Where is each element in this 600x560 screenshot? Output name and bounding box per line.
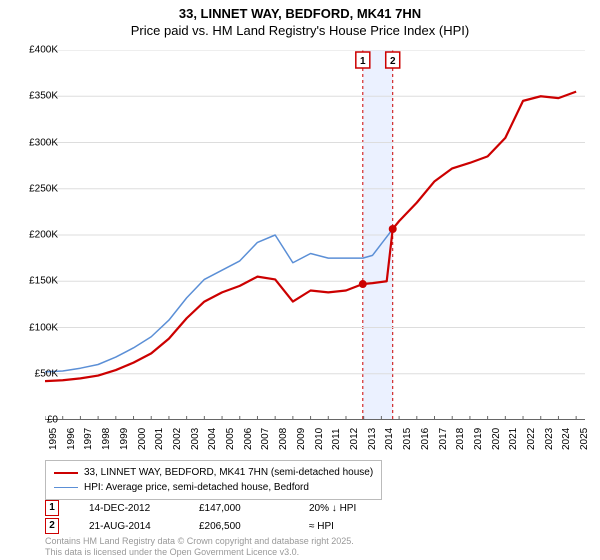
x-tick-label: 1997 bbox=[83, 428, 94, 450]
x-tick-label: 2014 bbox=[384, 428, 395, 450]
y-tick-label: £400K bbox=[29, 45, 58, 56]
transaction-row: 1 14-DEC-2012 £147,000 20% ↓ HPI bbox=[45, 500, 389, 516]
title-subtitle: Price paid vs. HM Land Registry's House … bbox=[0, 23, 600, 40]
x-tick-label: 2018 bbox=[455, 428, 466, 450]
x-tick-label: 1998 bbox=[101, 428, 112, 450]
chart-area: 12 bbox=[45, 50, 585, 420]
x-tick-label: 2022 bbox=[526, 428, 537, 450]
x-tick-label: 2015 bbox=[402, 428, 413, 450]
x-tick-label: 2002 bbox=[172, 428, 183, 450]
title-address: 33, LINNET WAY, BEDFORD, MK41 7HN bbox=[0, 6, 600, 23]
x-tick-label: 2004 bbox=[207, 428, 218, 450]
transaction-date: 21-AUG-2014 bbox=[89, 521, 169, 532]
svg-text:2: 2 bbox=[390, 56, 396, 67]
line-chart-svg: 12 bbox=[45, 50, 585, 420]
x-tick-label: 2000 bbox=[137, 428, 148, 450]
x-tick-label: 2020 bbox=[491, 428, 502, 450]
y-tick-label: £200K bbox=[29, 230, 58, 241]
x-tick-label: 2011 bbox=[331, 428, 342, 450]
x-tick-label: 2009 bbox=[296, 428, 307, 450]
x-tick-label: 2012 bbox=[349, 428, 360, 450]
transaction-price: £147,000 bbox=[199, 503, 279, 514]
x-tick-label: 2001 bbox=[154, 428, 165, 450]
y-tick-label: £50K bbox=[35, 368, 58, 379]
x-tick-label: 2016 bbox=[420, 428, 431, 450]
x-tick-label: 2021 bbox=[508, 428, 519, 450]
y-tick-label: £100K bbox=[29, 322, 58, 333]
footer-attribution: Contains HM Land Registry data © Crown c… bbox=[45, 536, 354, 558]
transaction-delta: ≈ HPI bbox=[309, 521, 389, 532]
x-tick-label: 2010 bbox=[314, 428, 325, 450]
transaction-marker: 2 bbox=[45, 518, 59, 534]
transactions-table: 1 14-DEC-2012 £147,000 20% ↓ HPI 2 21-AU… bbox=[45, 500, 389, 536]
x-tick-label: 2007 bbox=[260, 428, 271, 450]
legend-item-property: 33, LINNET WAY, BEDFORD, MK41 7HN (semi-… bbox=[54, 465, 373, 480]
legend-item-hpi: HPI: Average price, semi-detached house,… bbox=[54, 480, 373, 495]
legend-label: HPI: Average price, semi-detached house,… bbox=[84, 480, 309, 495]
y-tick-label: £250K bbox=[29, 183, 58, 194]
y-tick-label: £0 bbox=[47, 415, 58, 426]
transaction-price: £206,500 bbox=[199, 521, 279, 532]
footer-line: This data is licensed under the Open Gov… bbox=[45, 547, 354, 558]
x-tick-label: 1995 bbox=[48, 428, 59, 450]
footer-line: Contains HM Land Registry data © Crown c… bbox=[45, 536, 354, 547]
x-tick-label: 2025 bbox=[579, 428, 590, 450]
x-tick-label: 2013 bbox=[367, 428, 378, 450]
transaction-marker: 1 bbox=[45, 500, 59, 516]
transaction-date: 14-DEC-2012 bbox=[89, 503, 169, 514]
x-tick-label: 2005 bbox=[225, 428, 236, 450]
legend: 33, LINNET WAY, BEDFORD, MK41 7HN (semi-… bbox=[45, 460, 382, 500]
legend-swatch bbox=[54, 472, 78, 474]
legend-swatch bbox=[54, 487, 78, 488]
transaction-row: 2 21-AUG-2014 £206,500 ≈ HPI bbox=[45, 518, 389, 534]
x-tick-label: 1996 bbox=[66, 428, 77, 450]
x-tick-label: 2003 bbox=[190, 428, 201, 450]
x-tick-label: 2024 bbox=[561, 428, 572, 450]
x-tick-label: 1999 bbox=[119, 428, 130, 450]
x-tick-label: 2017 bbox=[438, 428, 449, 450]
x-tick-label: 2023 bbox=[544, 428, 555, 450]
svg-text:1: 1 bbox=[360, 56, 366, 67]
chart-container: 33, LINNET WAY, BEDFORD, MK41 7HN Price … bbox=[0, 0, 600, 560]
y-tick-label: £300K bbox=[29, 137, 58, 148]
y-tick-label: £350K bbox=[29, 91, 58, 102]
transaction-delta: 20% ↓ HPI bbox=[309, 503, 389, 514]
legend-label: 33, LINNET WAY, BEDFORD, MK41 7HN (semi-… bbox=[84, 465, 373, 480]
y-tick-label: £150K bbox=[29, 276, 58, 287]
x-tick-label: 2008 bbox=[278, 428, 289, 450]
x-tick-label: 2006 bbox=[243, 428, 254, 450]
x-tick-label: 2019 bbox=[473, 428, 484, 450]
title-block: 33, LINNET WAY, BEDFORD, MK41 7HN Price … bbox=[0, 0, 600, 40]
